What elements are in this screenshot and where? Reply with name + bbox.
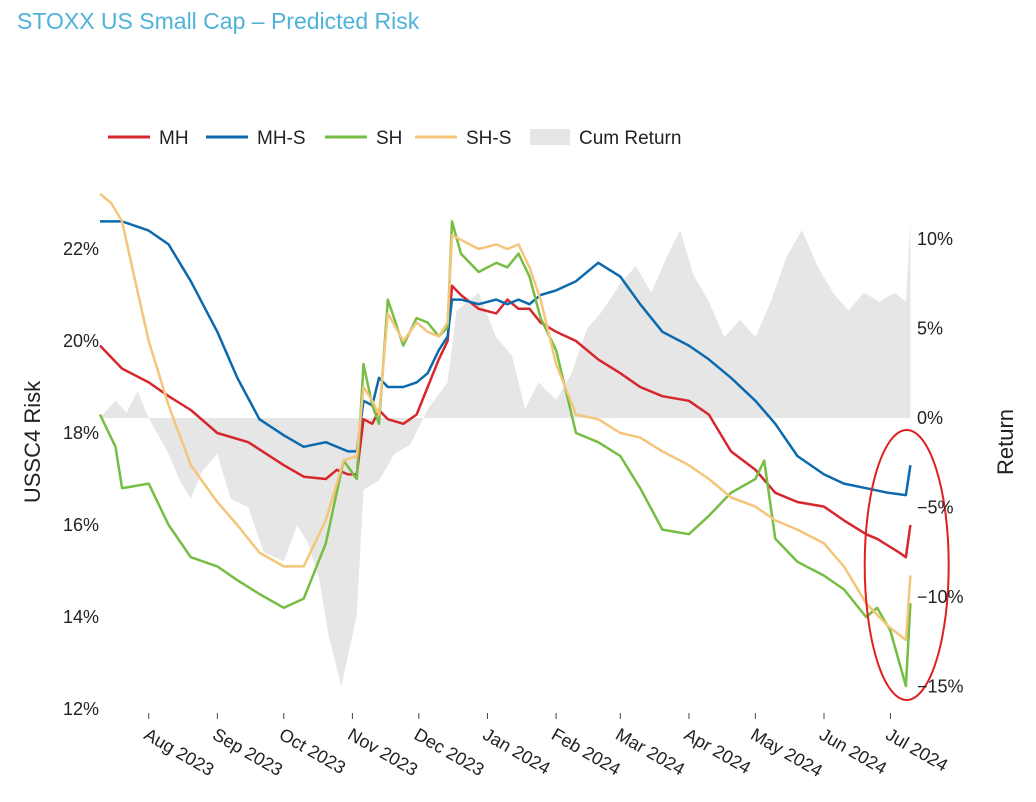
y-tick-label: 14%	[63, 607, 99, 627]
right-axis: 10% 5% 0% −5% −10% −15%	[917, 229, 964, 697]
legend: MH MH-S SH SH-S Cum Return	[108, 128, 681, 149]
y2-tick-label: −15%	[917, 677, 964, 697]
legend-label-mh: MH	[159, 128, 189, 149]
y2-tick-label: 0%	[917, 408, 943, 428]
legend-label-sh: SH	[376, 128, 402, 149]
series-line-sh-s	[99, 192, 912, 642]
annotation-layer	[863, 429, 950, 701]
y-tick-label: 18%	[63, 423, 99, 443]
series-line-mh	[99, 284, 912, 559]
y2-tick-label: 10%	[917, 229, 953, 249]
legend-label-cum-return: Cum Return	[579, 128, 681, 149]
y-axis-title: USSC4 Risk	[20, 380, 45, 503]
y-tick-label: 22%	[63, 239, 99, 259]
x-tick-label: Jul 2024	[882, 724, 951, 775]
x-tick-label: Feb 2024	[548, 724, 624, 779]
x-tick-label: Nov 2023	[344, 724, 421, 780]
x-tick-label: Oct 2023	[276, 724, 349, 778]
series-line-sh	[98, 220, 912, 688]
y-tick-label: 12%	[63, 699, 99, 719]
y2-axis-title: Return	[993, 409, 1018, 475]
legend-swatch-cum-return	[530, 129, 570, 145]
line-layer	[98, 192, 912, 688]
chart-title: STOXX US Small Cap – Predicted Risk	[17, 8, 420, 34]
x-tick-label: May 2024	[747, 724, 825, 781]
x-tick-label: Jan 2024	[480, 724, 554, 778]
x-tick-label: Mar 2024	[612, 724, 688, 779]
y-tick-label: 20%	[63, 331, 99, 351]
legend-label-sh-s: SH-S	[466, 128, 511, 149]
x-tick-label: Apr 2024	[681, 724, 754, 778]
x-tick-label: Dec 2023	[411, 724, 488, 780]
y2-tick-label: −5%	[917, 498, 954, 518]
area-layer	[100, 221, 911, 687]
y-tick-label: 16%	[63, 515, 99, 535]
highlight-ellipse	[863, 429, 950, 701]
series-area-cum-return	[100, 221, 911, 687]
legend-label-mh-s: MH-S	[257, 128, 306, 149]
x-tick-label: Sep 2023	[209, 724, 286, 780]
x-tick-label: Jun 2024	[816, 724, 890, 778]
left-axis: 12% 14% 16% 18% 20% 22%	[63, 239, 99, 719]
y2-tick-label: −10%	[917, 587, 964, 607]
y2-tick-label: 5%	[917, 319, 943, 339]
x-tick-label: Aug 2023	[141, 724, 218, 780]
series-line-mh-s	[100, 220, 912, 497]
